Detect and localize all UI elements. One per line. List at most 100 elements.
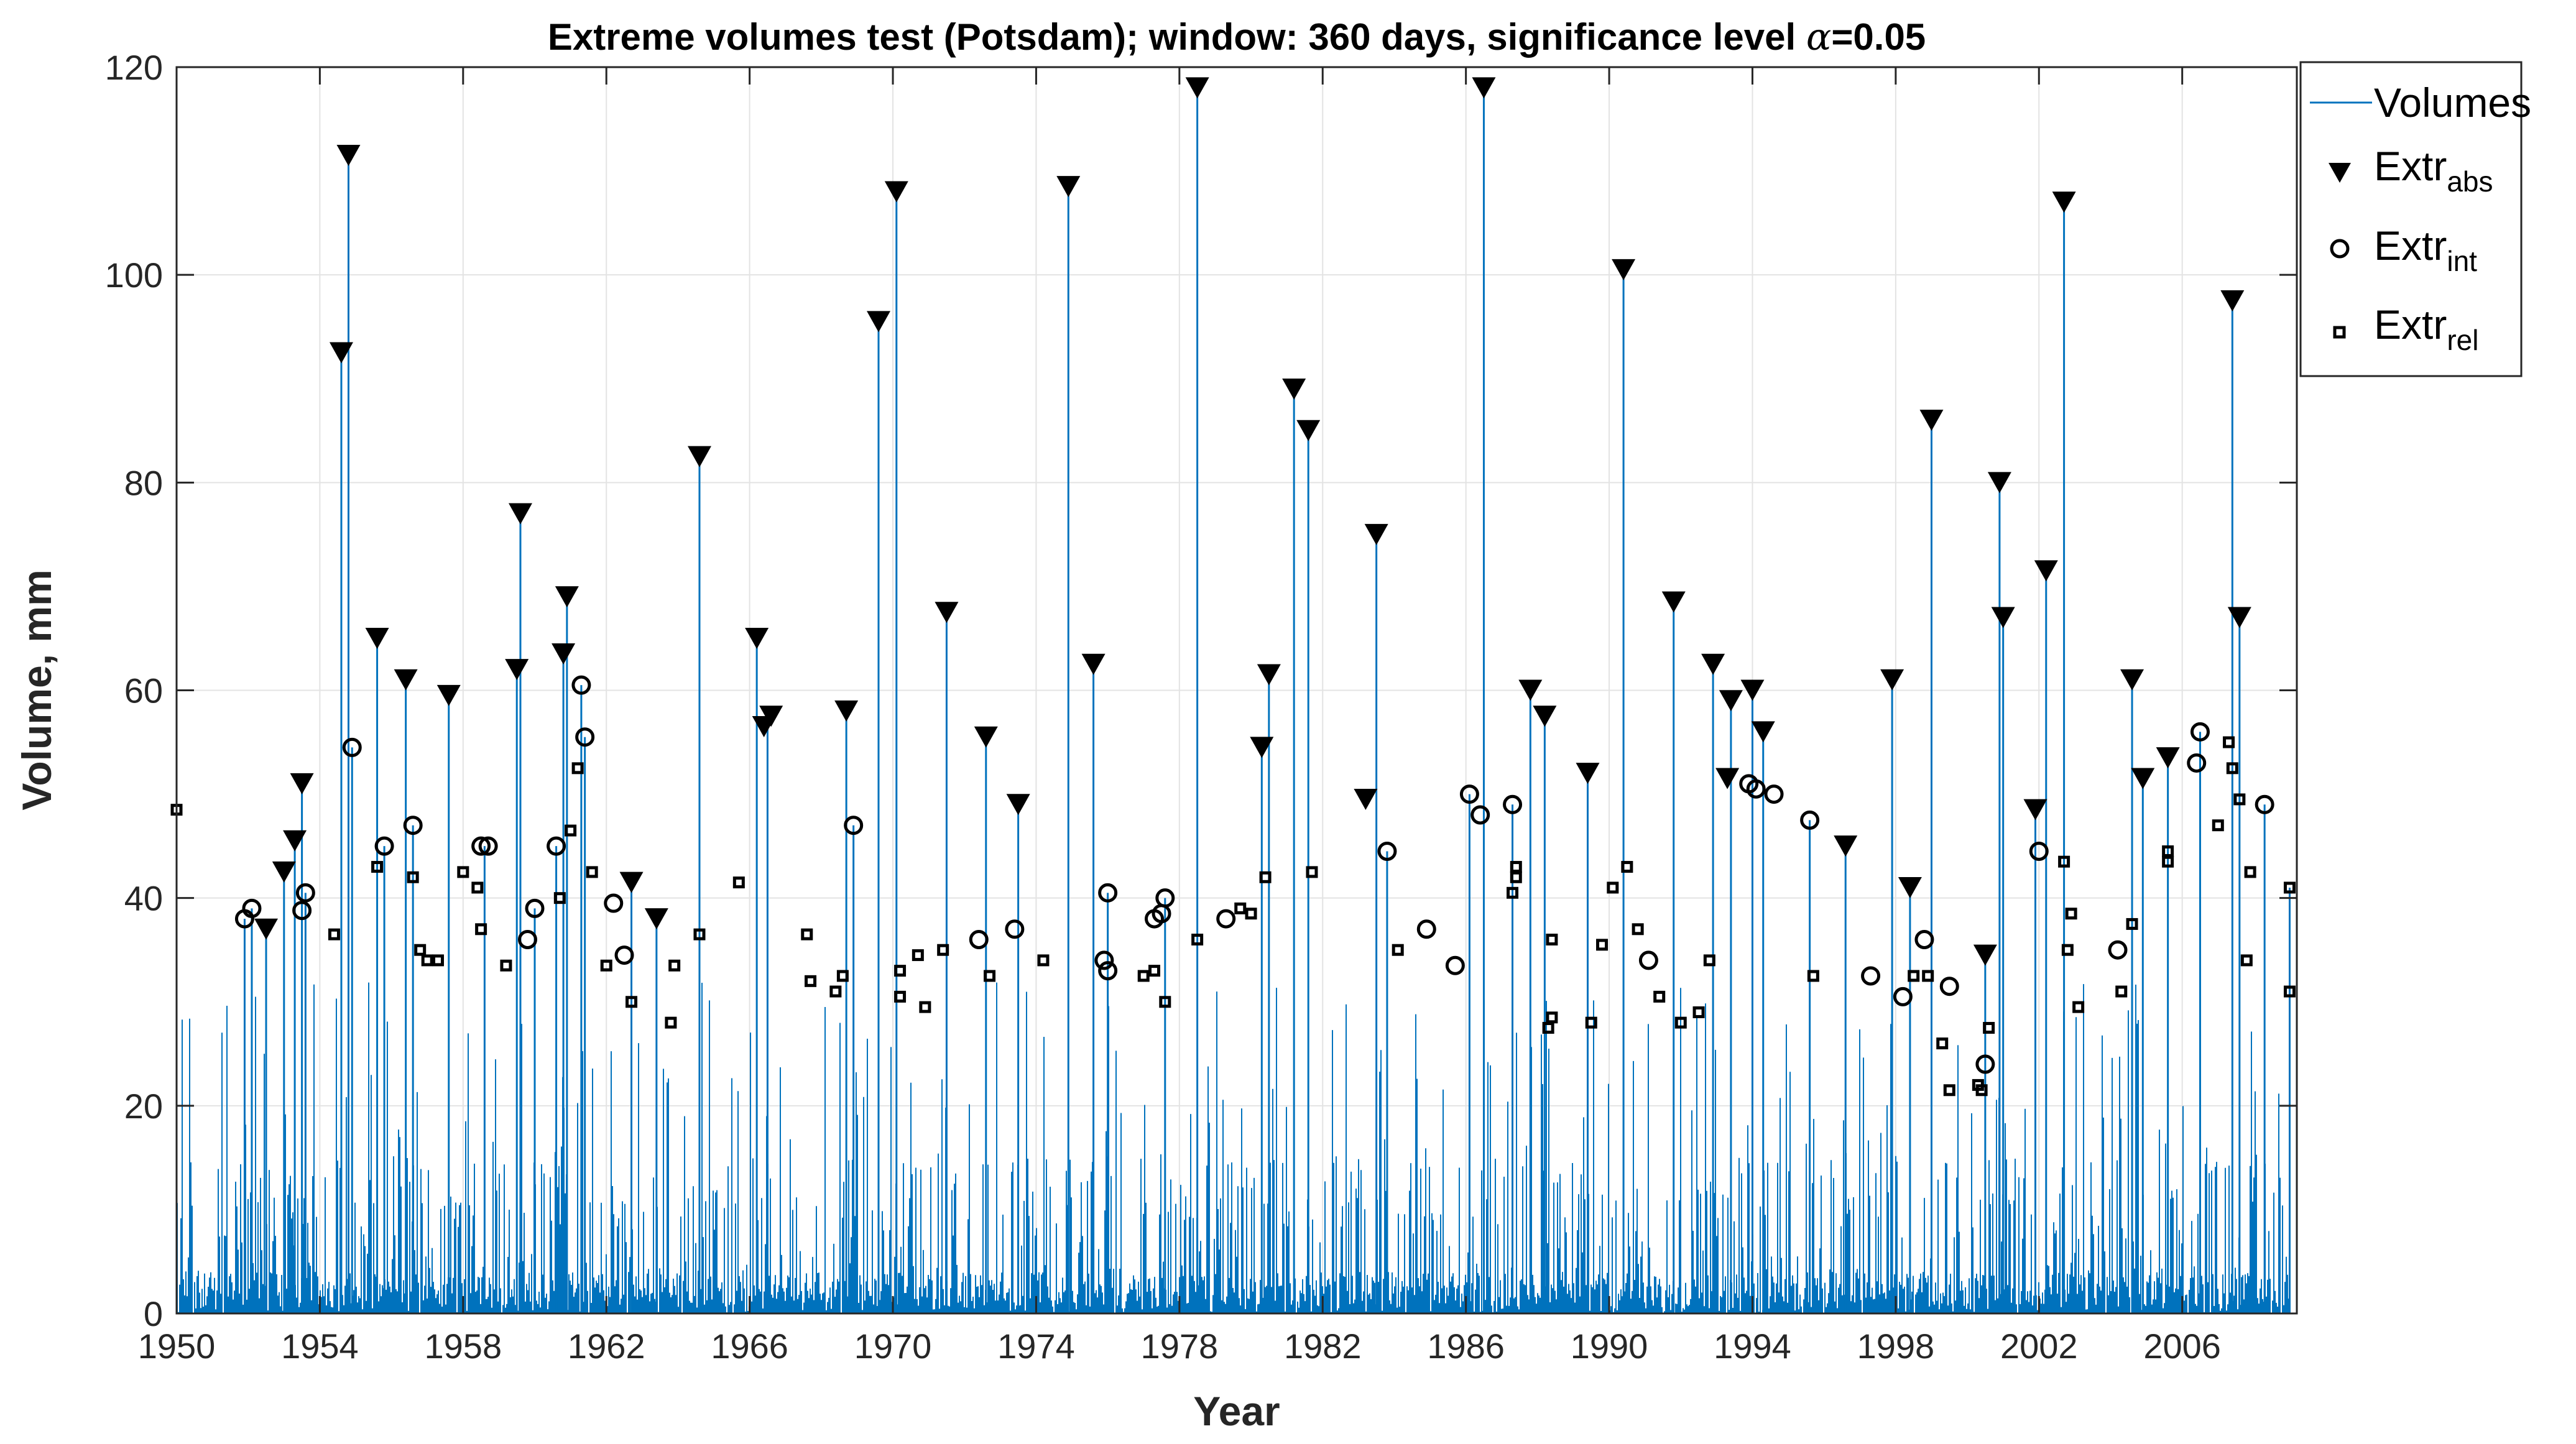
extr-int-marker bbox=[1975, 1054, 1995, 1074]
extr-abs-marker bbox=[1973, 944, 1997, 966]
extr-int-marker bbox=[1377, 841, 1397, 861]
extr-abs-marker bbox=[2034, 560, 2058, 582]
extr-rel-marker bbox=[2283, 881, 2296, 894]
extr-abs-marker bbox=[1364, 523, 1388, 545]
extr-int-marker bbox=[374, 836, 394, 856]
extr-abs-marker bbox=[1919, 410, 1944, 431]
extr-int-marker bbox=[969, 930, 989, 949]
extr-rel-marker bbox=[1621, 861, 1633, 873]
x-tick-label: 1970 bbox=[854, 1327, 932, 1366]
x-tick-label: 1962 bbox=[568, 1327, 645, 1366]
extr-rel-marker bbox=[2212, 819, 2224, 832]
extr-rel-marker bbox=[1546, 934, 1558, 945]
extr-rel-marker bbox=[600, 959, 612, 972]
extr-rel-marker bbox=[1943, 1084, 1955, 1097]
extr-abs-marker bbox=[2131, 768, 2155, 789]
extr-abs-marker bbox=[866, 311, 890, 333]
extr-abs-marker bbox=[759, 706, 783, 727]
extr-abs-marker bbox=[2156, 747, 2180, 769]
extr-int-marker bbox=[604, 893, 624, 913]
extr-rel-marker bbox=[2072, 1001, 2085, 1013]
extr-int-marker bbox=[478, 836, 498, 856]
extr-abs-marker bbox=[884, 181, 908, 203]
extr-int-marker bbox=[403, 816, 423, 835]
extr-rel-marker bbox=[1148, 965, 1161, 977]
extr-abs-marker bbox=[290, 773, 314, 794]
extr-int-marker bbox=[2190, 722, 2210, 742]
extr-int-marker bbox=[1098, 961, 1118, 981]
extr-rel-marker bbox=[1703, 954, 1715, 967]
extr-int-marker bbox=[1445, 955, 1465, 975]
extr-rel-marker bbox=[421, 954, 433, 967]
extr-rel-marker bbox=[2115, 985, 2128, 998]
extr-abs-marker bbox=[1612, 259, 1636, 280]
extr-rel-marker bbox=[1510, 861, 1522, 873]
y-tick-label: 80 bbox=[124, 463, 163, 502]
extr-int-marker bbox=[1939, 977, 1959, 996]
extr-rel-marker bbox=[1632, 923, 1644, 936]
extr-rel-marker bbox=[2244, 866, 2256, 878]
extr-abs-marker bbox=[1991, 607, 2015, 628]
x-tick-label: 1966 bbox=[711, 1327, 788, 1366]
legend-extr-int-label: Extrint bbox=[2374, 223, 2477, 277]
extr-abs-marker bbox=[1081, 653, 1106, 675]
legend-extr-rel-marker bbox=[2333, 326, 2346, 339]
extr-rel-marker bbox=[371, 861, 384, 873]
volumes-series bbox=[175, 88, 2291, 1313]
extr-rel-marker bbox=[1585, 1016, 1597, 1029]
extr-abs-marker bbox=[1006, 794, 1030, 816]
extr-abs-marker bbox=[254, 918, 279, 940]
extr-rel-marker bbox=[571, 762, 584, 775]
extr-rel-marker bbox=[1510, 871, 1522, 883]
extr-int-marker bbox=[1094, 950, 1114, 970]
x-tick-label: 1958 bbox=[425, 1327, 502, 1366]
legend-box bbox=[2299, 61, 2523, 377]
extr-int-marker bbox=[242, 898, 262, 918]
extr-rel-marker bbox=[1692, 1006, 1705, 1018]
extr-int-marker bbox=[2255, 794, 2274, 814]
y-axis: 0 20 40 60 80 100 120 bbox=[105, 48, 2297, 1333]
extr-abs-marker bbox=[834, 700, 859, 722]
extr-abs-marker bbox=[555, 586, 579, 608]
extr-rel-marker bbox=[1234, 902, 1247, 914]
extr-rel-marker bbox=[1306, 866, 1318, 878]
extr-abs-marker bbox=[1719, 690, 1743, 712]
extr-abs-marker bbox=[1354, 788, 1378, 810]
extr-abs-marker bbox=[394, 669, 418, 691]
extr-int-marker bbox=[1098, 883, 1118, 903]
extr-rel-marker bbox=[894, 965, 907, 977]
extr-int-marker bbox=[614, 945, 634, 965]
extr-abs-marker bbox=[1250, 737, 1274, 758]
extr-abs-marker bbox=[505, 659, 529, 681]
chart-title: Extreme volumes test (Potsdam); window: … bbox=[548, 16, 1926, 59]
extr-abs-marker bbox=[329, 342, 353, 364]
extr-int-marker bbox=[2029, 841, 2049, 861]
extr-rel-marker bbox=[829, 985, 842, 998]
extr-abs-marker bbox=[1751, 721, 1775, 743]
extr-abs-marker bbox=[1987, 472, 2011, 494]
extr-int-marker bbox=[1216, 909, 1236, 929]
marker-layer bbox=[170, 77, 2296, 1097]
extr-rel-marker bbox=[1259, 871, 1272, 883]
extr-rel-marker bbox=[1245, 908, 1257, 920]
legend-volumes-label: Volumes bbox=[2374, 80, 2531, 126]
extr-abs-marker bbox=[1257, 664, 1281, 686]
x-tick-label: 1990 bbox=[1571, 1327, 1648, 1366]
extr-int-marker bbox=[1746, 779, 1766, 799]
y-tick-label: 20 bbox=[124, 1087, 163, 1126]
extr-abs-marker bbox=[1898, 876, 1922, 898]
extr-rel-marker bbox=[2240, 954, 2253, 967]
x-tick-label: 1994 bbox=[1714, 1327, 1791, 1366]
extr-rel-marker bbox=[2162, 855, 2174, 868]
extr-int-marker bbox=[1155, 888, 1175, 908]
extr-int-marker bbox=[1638, 950, 1658, 970]
extr-rel-marker bbox=[1191, 934, 1204, 945]
extr-rel-marker bbox=[1807, 970, 1819, 982]
extr-rel-marker bbox=[1975, 1084, 1988, 1097]
extr-int-marker bbox=[1914, 930, 1934, 949]
x-tick-label: 1978 bbox=[1141, 1327, 1219, 1366]
extr-abs-marker bbox=[1701, 653, 1725, 675]
extr-rel-marker bbox=[1507, 886, 1519, 899]
extr-rel-marker bbox=[912, 949, 924, 962]
extr-rel-marker bbox=[836, 970, 849, 982]
